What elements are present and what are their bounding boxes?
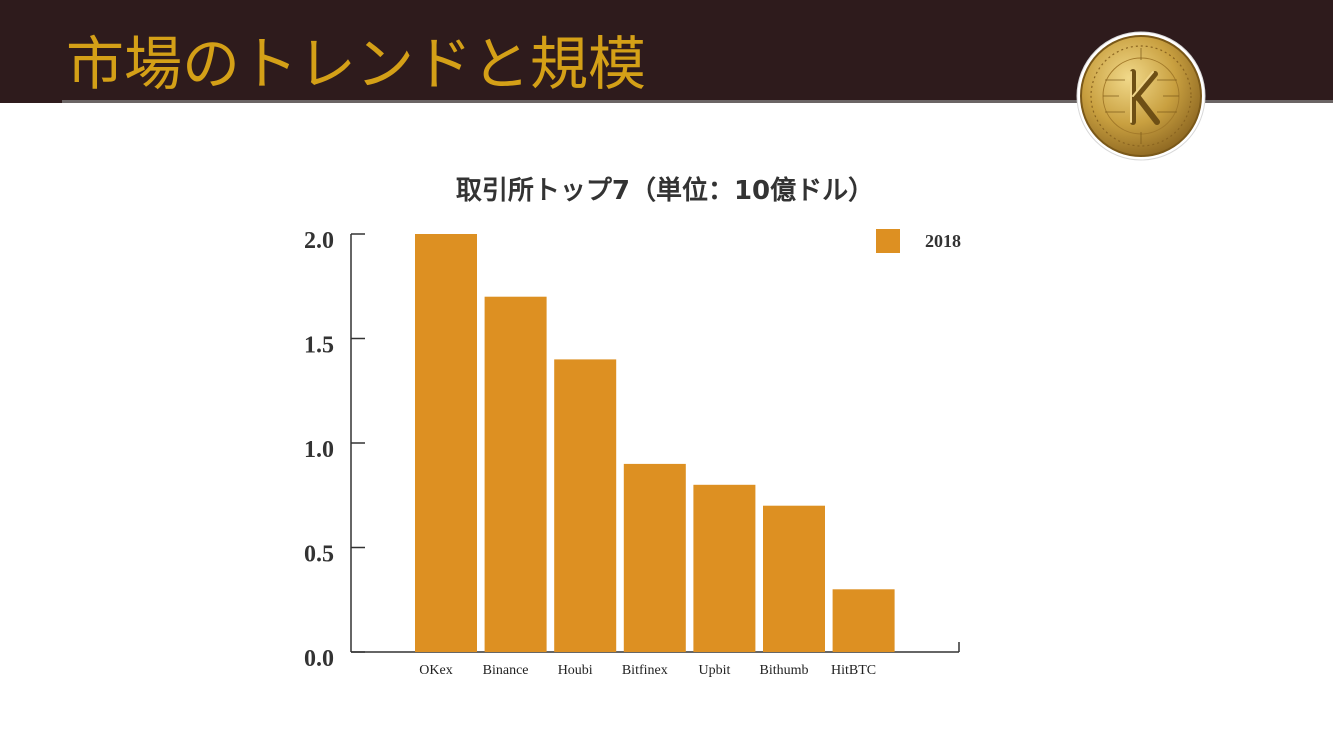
y-tick-label: 1.5: [304, 333, 334, 359]
legend-swatch: [876, 229, 900, 253]
legend-label: 2018: [925, 231, 961, 251]
slide-title: 市場のトレンドと規模: [66, 30, 647, 98]
bar-bitfinex: [623, 463, 686, 652]
y-tick-label: 2.0: [304, 228, 334, 254]
header-divider: [62, 100, 1333, 103]
coin-k-logo-icon: [1076, 31, 1206, 161]
bar-houbi: [554, 359, 617, 652]
bar-series: [415, 234, 895, 652]
y-tick-label: 0.5: [304, 542, 334, 568]
x-tick-label: Upbit: [698, 663, 730, 678]
bar-bithumb: [763, 505, 825, 652]
x-axis-ticks: OKex Binance Houbi Bitfinex Upbit Bithumb HitB…: [419, 663, 876, 678]
bar-okex: [415, 234, 477, 652]
x-tick-label: Houbi: [558, 663, 593, 678]
x-tick-label: Bitfinex: [622, 663, 668, 678]
bar-upbit: [693, 484, 756, 652]
x-tick-label: OKex: [419, 663, 452, 678]
chart-legend: 2018: [876, 229, 961, 253]
bar-binance: [484, 296, 547, 652]
y-axis-ticks: 0.0 0.5 1.0 1.5 2.0: [304, 228, 365, 672]
chart-title: 取引所トップ7（単位：10億ドル）: [455, 176, 875, 206]
x-tick-label: HitBTC: [831, 663, 876, 678]
x-tick-label: Bithumb: [759, 663, 808, 678]
y-tick-label: 1.0: [304, 437, 334, 463]
y-tick-label: 0.0: [304, 646, 334, 672]
bar-hitbtc: [832, 589, 895, 652]
x-tick-label: Binance: [483, 663, 529, 678]
